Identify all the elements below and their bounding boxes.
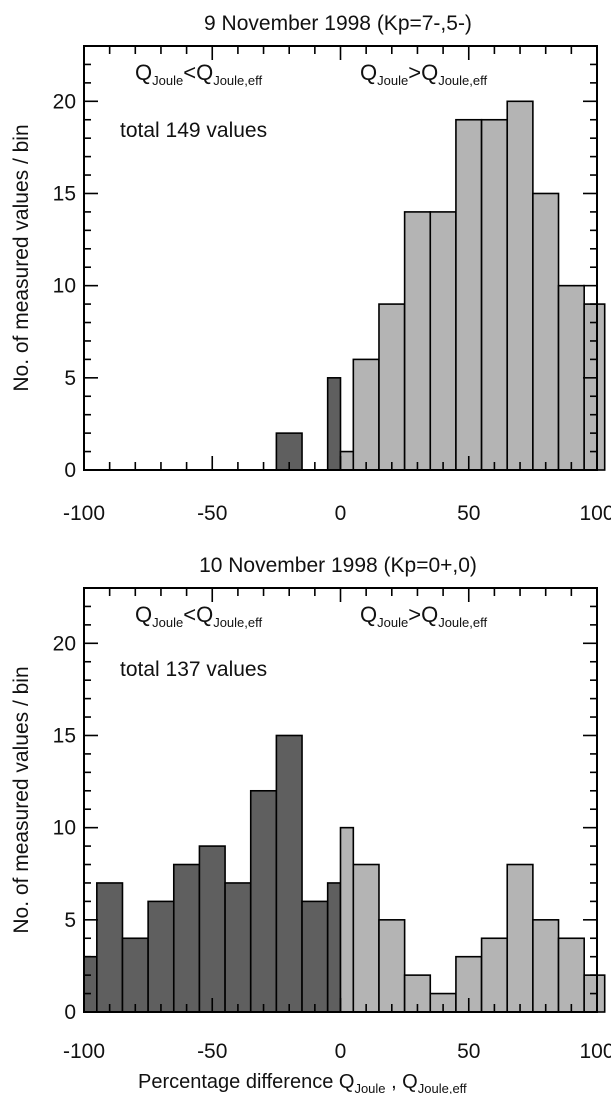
bars: [83, 734, 606, 1013]
x-tick-label: 50: [457, 502, 480, 525]
histogram-bar: [480, 118, 509, 471]
panel-9-november: 9 November 1998 (Kp=7-,5-) -100 -50 0 50 100…: [10, 12, 611, 525]
histogram-bar: [506, 863, 534, 1013]
histogram-bar: [326, 377, 342, 471]
x-axis-label: Percentage difference QJoule , QJoule,ef…: [138, 1071, 467, 1094]
histogram-bar: [172, 863, 201, 1013]
histogram-bar: [198, 845, 226, 1013]
x-tick-label: 100: [579, 1040, 611, 1063]
histogram-bar: [378, 919, 406, 1013]
annotation-greater-than: QJoule>QJoule,eff: [360, 60, 487, 88]
histogram-bar: [429, 211, 457, 471]
histogram-bar: [121, 937, 149, 1013]
panel-10-november: 10 November 1998 (Kp=0+,0) -100 -50 0 50 100…: [10, 554, 611, 1094]
histogram-bar: [96, 882, 124, 1013]
x-tick-label: 50: [457, 1040, 480, 1063]
histogram-bar: [339, 450, 355, 471]
histogram-bar: [275, 734, 303, 1013]
x-tick-label: -100: [63, 502, 105, 525]
y-tick-label: 10: [53, 275, 76, 298]
axis-ticks: -100 -50 0 50 100 0 5 10 15 20: [53, 588, 611, 1063]
annotation-less-than: QJoule<QJoule,eff: [135, 60, 262, 88]
y-tick-label: 0: [64, 459, 76, 482]
annotation-less-than: QJoule<QJoule,eff: [135, 602, 262, 630]
x-tick-label: 100: [579, 502, 611, 525]
histogram-bar: [455, 118, 483, 471]
histogram-bar: [557, 284, 585, 471]
x-tick-label: -100: [63, 1040, 105, 1063]
histogram-bar: [557, 937, 585, 1013]
histogram-bar: [532, 919, 560, 1013]
histogram-bar: [583, 303, 606, 471]
total-values: total 149 values: [120, 119, 267, 142]
histogram-bar: [83, 955, 98, 1013]
histogram-bar: [326, 882, 342, 1013]
y-tick-label: 10: [53, 817, 76, 840]
histogram-bar: [352, 358, 380, 471]
histogram-bar: [339, 826, 355, 1013]
axis-ticks: -100 -50 0 50 100 0 5 10 15 20: [53, 46, 611, 525]
y-tick-label: 15: [53, 724, 76, 747]
histogram-bar: [403, 211, 432, 471]
histogram-bar: [224, 882, 252, 1013]
histogram-bar: [352, 863, 380, 1013]
x-tick-label: -50: [197, 502, 227, 525]
histogram-bar: [480, 937, 509, 1013]
histogram-bar: [147, 900, 175, 1013]
panel-title: 10 November 1998 (Kp=0+,0): [199, 554, 477, 577]
y-tick-label: 5: [64, 909, 76, 932]
x-tick-label: 0: [335, 502, 347, 525]
bars: [275, 100, 606, 471]
y-tick-label: 20: [53, 632, 76, 655]
histogram-bar: [532, 192, 560, 471]
y-tick-label: 0: [64, 1001, 76, 1024]
annotation-greater-than: QJoule>QJoule,eff: [360, 602, 487, 630]
histogram-bar: [378, 303, 406, 471]
y-axis-label: No. of measured values / bin: [10, 124, 33, 391]
x-tick-label: -50: [197, 1040, 227, 1063]
y-tick-label: 20: [53, 90, 76, 113]
panel-title: 9 November 1998 (Kp=7-,5-): [204, 12, 472, 35]
histogram-bar: [506, 100, 534, 471]
y-tick-label: 5: [64, 367, 76, 390]
y-axis-label: No. of measured values / bin: [10, 666, 33, 933]
y-tick-label: 15: [53, 182, 76, 205]
total-values: total 137 values: [120, 658, 267, 681]
x-tick-label: 0: [335, 1040, 347, 1063]
histogram-bar: [301, 900, 329, 1013]
histogram-bar: [249, 789, 278, 1013]
